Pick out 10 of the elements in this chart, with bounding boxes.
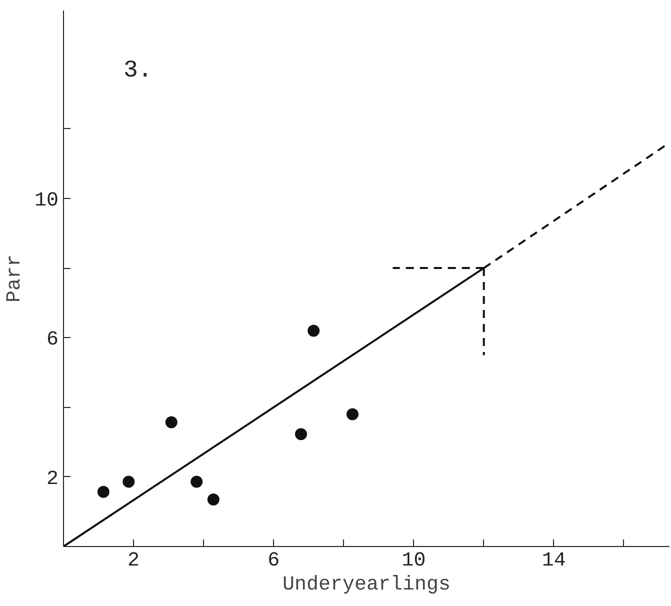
x-tick-label: 6 bbox=[268, 550, 280, 572]
x-tick-label: 10 bbox=[402, 550, 426, 572]
y-tick-label: 2 bbox=[46, 468, 59, 491]
x-tick-label: 2 bbox=[128, 550, 140, 572]
y-tick-label: 6 bbox=[46, 328, 59, 352]
x-tick-label: 14 bbox=[542, 550, 566, 572]
y-tick-label: 10 bbox=[34, 189, 59, 212]
y-axis-title: Parr bbox=[3, 254, 26, 303]
annotation: 3. bbox=[124, 58, 152, 84]
x-axis-title: Underyearlings bbox=[282, 574, 451, 596]
